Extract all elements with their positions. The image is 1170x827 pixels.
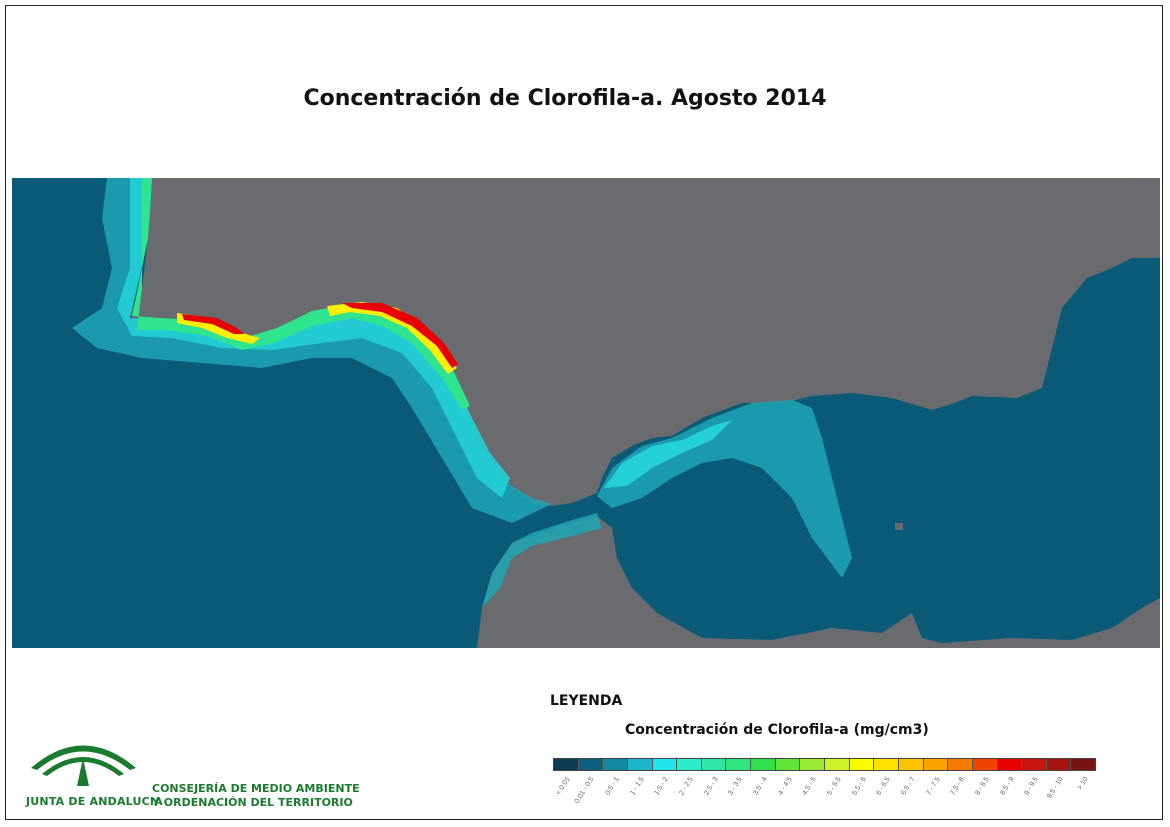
iberia-land (130, 178, 1160, 506)
legend-tick-label: 6.5 - 7 (900, 776, 917, 797)
legend-swatch (972, 759, 998, 770)
legend-swatch (578, 759, 604, 770)
legend-tick-label: < 0.01 (554, 776, 572, 797)
legend-tick-label: 4 - 4.5 (776, 776, 794, 797)
strait-plume (482, 513, 602, 608)
legend-swatch (652, 759, 678, 770)
legend-tick-label: 9.5 - 10 (1046, 776, 1065, 800)
legend-swatch (825, 759, 850, 770)
legend-tick-label: 9 - 9.5 (1023, 776, 1041, 797)
legend-tick-label: 1 - 1.5 (628, 776, 646, 797)
legend-swatch (923, 759, 949, 770)
legend-tick-label: 8.5 - 9 (999, 776, 1016, 797)
alboran-island (895, 523, 903, 530)
legend-tick-labels: < 0.01 0.01 - 0.5 0.5 - 1 1 - 1.5 1.5 - 2 2 -… (553, 774, 1096, 814)
department-line-2: Y ORDENACIÓN DEL TERRITORIO (152, 796, 353, 809)
legend-tick-label: > 10 (1076, 776, 1090, 792)
legend-swatch (1022, 759, 1047, 770)
legend-swatch (800, 759, 826, 770)
legend-swatch (677, 759, 702, 770)
logo-text: JUNTA DE ANDALUCIA (26, 795, 163, 808)
legend-swatch (997, 759, 1023, 770)
africa-land (477, 516, 1160, 648)
legend-swatch (948, 759, 973, 770)
legend-tick-label: 3 - 3.5 (727, 776, 745, 797)
legend-swatch (701, 759, 727, 770)
junta-andalucia-logo-icon (31, 745, 136, 786)
legend-tick-label: 2 - 2.5 (678, 776, 695, 797)
legend-swatch (1046, 759, 1072, 770)
legend-swatch (898, 759, 924, 770)
chlorophyll-map (12, 178, 1160, 648)
legend-tick-label: 0.01 - 0.5 (574, 776, 596, 805)
legend-tick-label: 8 - 8.5 (974, 776, 991, 797)
legend-title: LEYENDA (550, 693, 623, 709)
legend-tick-label: 7 - 7.5 (925, 776, 942, 797)
legend-swatch (775, 759, 801, 770)
legend-color-scale (553, 758, 1096, 771)
legend-swatch (554, 759, 579, 770)
legend-tick-label: 5.5 - 6 (851, 776, 868, 797)
legend-tick-label: 6 - 6.5 (875, 776, 893, 797)
legend-swatch (751, 759, 776, 770)
legend-swatch (1071, 759, 1096, 770)
coastal-band-peak (177, 302, 457, 374)
legend-tick-label: 4.5 - 5 (801, 776, 819, 797)
legend-tick-label: 0.5 - 1 (604, 776, 621, 797)
legend-tick-label: 7.5 - 8 (949, 776, 967, 797)
page-frame (5, 5, 1163, 820)
legend-swatch (627, 759, 653, 770)
legend-swatch (874, 759, 899, 770)
legend-subtitle: Concentración de Clorofila-a (mg/cm3) (625, 722, 929, 738)
coastal-band-wide (72, 178, 552, 523)
legend-tick-label: 3.5 - 4 (752, 776, 769, 797)
legend-tick-label: 1.5 - 2 (653, 776, 671, 797)
legend-swatch (726, 759, 752, 770)
map-title: Concentración de Clorofila-a. Agosto 201… (303, 86, 827, 111)
mediterranean-plume-core (604, 420, 732, 488)
legend-tick-label: 5 - 5.5 (826, 776, 843, 797)
legend-swatch (603, 759, 628, 770)
legend-tick-label: 2.5 - 3 (702, 776, 720, 797)
coastal-band-inner (117, 178, 510, 498)
legend-swatch (849, 759, 875, 770)
department-line-1: CONSEJERÍA DE MEDIO AMBIENTE (152, 782, 360, 795)
